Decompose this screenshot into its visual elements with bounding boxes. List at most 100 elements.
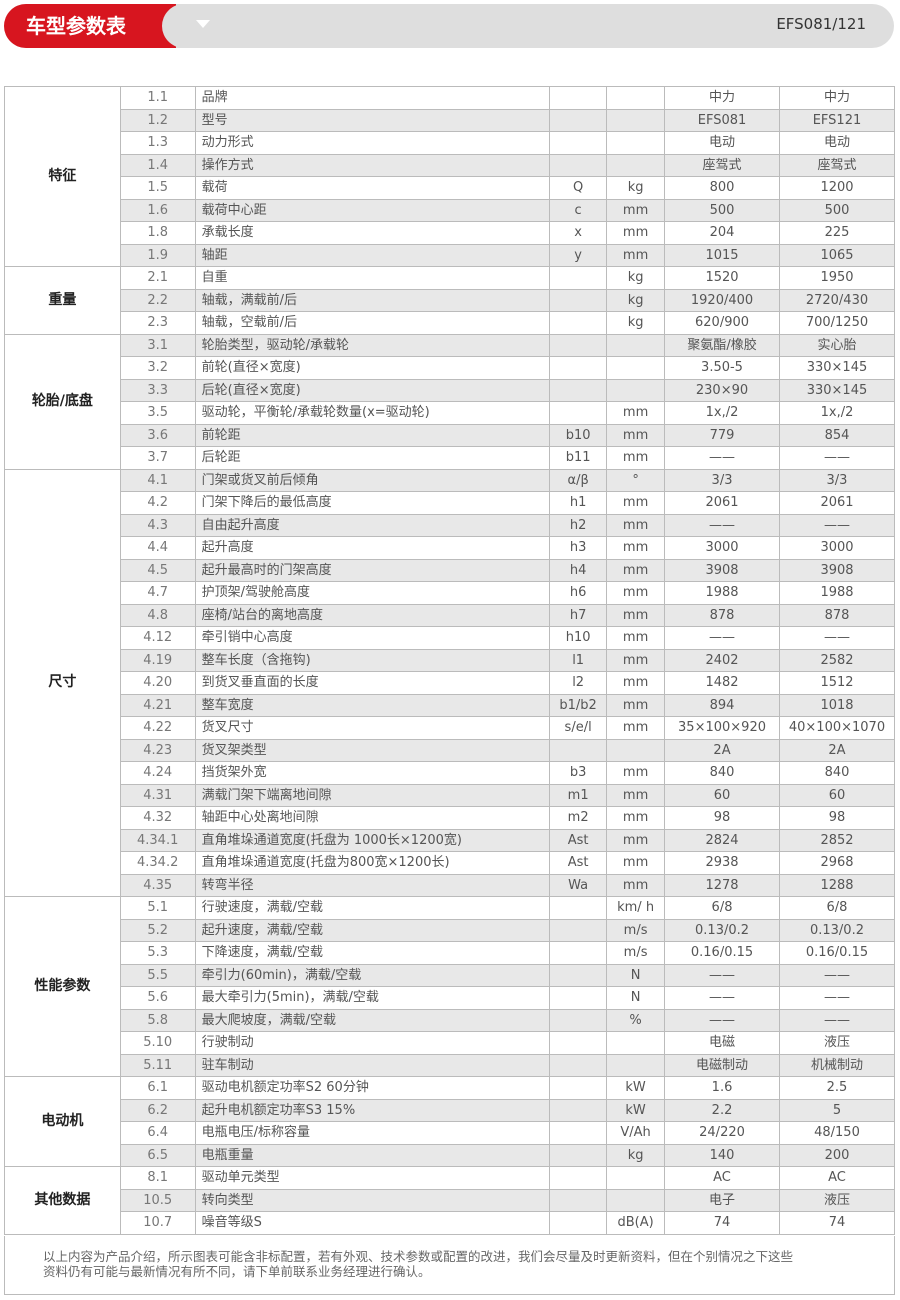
table-row: 其他数据 8.1 驱动单元类型 AC AC: [4, 1166, 896, 1235]
row-number: 4.21: [119, 693, 196, 717]
parameter-name: 电瓶重量: [194, 1143, 551, 1167]
unit: [606, 1188, 666, 1212]
parameter-name: 轴距中心处离地间隙: [194, 806, 551, 830]
value-efs081: 74: [664, 1211, 780, 1235]
parameter-name: 轴距: [194, 243, 551, 267]
row-number: 3.2: [119, 356, 196, 380]
value-efs121: 1950: [778, 266, 896, 290]
symbol: [549, 1211, 608, 1235]
table-row: 轮胎/底盘 3.1 轮胎类型，驱动轮/承载轮 聚氨酯/橡胶 实心胎: [4, 333, 896, 470]
symbol: [549, 1053, 608, 1077]
symbol: Q: [549, 176, 608, 200]
value-efs081: 230×90: [664, 378, 780, 402]
parameter-name: 转弯半径: [194, 873, 551, 897]
value-efs081: 3000: [664, 536, 780, 560]
table-row: 2.2 轴载，满载前/后 kg 1920/400 2720/430: [5, 288, 896, 312]
value-efs121: EFS121: [778, 108, 896, 132]
symbol: [549, 963, 608, 987]
symbol: [549, 918, 608, 942]
parameter-name: 下降速度，满载/空载: [194, 941, 551, 965]
unit: mm: [606, 581, 666, 605]
group-label: 性能参数: [4, 896, 121, 1077]
symbol: h10: [549, 626, 608, 650]
value-efs121: 3000: [778, 536, 896, 560]
symbol: h4: [549, 558, 608, 582]
value-efs081: 1520: [664, 266, 780, 290]
symbol: [549, 311, 608, 335]
table-row: 3.5 驱动轮，平衡轮/承载轮数量(x=驱动轮) mm 1x,/2 1x,/2: [5, 401, 896, 425]
unit: mm: [606, 693, 666, 717]
row-number: 4.35: [119, 873, 196, 897]
value-efs121: 1200: [778, 176, 896, 200]
table-row: 3.7 后轮距 b11 mm —— ——: [5, 446, 896, 470]
row-number: 5.10: [119, 1031, 196, 1055]
value-efs121: 0.16/0.15: [778, 941, 896, 965]
unit: [606, 1166, 666, 1190]
unit: %: [606, 1008, 666, 1032]
row-number: 5.2: [119, 918, 196, 942]
value-efs081: 98: [664, 806, 780, 830]
table-row: 4.34.2 直角堆垛通道宽度(托盘为800宽×1200长) Ast mm 2938 29…: [5, 851, 896, 875]
value-efs081: 2824: [664, 828, 780, 852]
unit: kg: [606, 311, 666, 335]
symbol: m1: [549, 783, 608, 807]
unit: mm: [606, 198, 666, 222]
value-efs121: 液压: [778, 1188, 896, 1212]
parameter-name: 载荷中心距: [194, 198, 551, 222]
value-efs081: 电磁: [664, 1031, 780, 1055]
symbol: h7: [549, 603, 608, 627]
group-label: 重量: [4, 266, 121, 335]
symbol: b11: [549, 446, 608, 470]
value-efs081: 60: [664, 783, 780, 807]
row-number: 6.2: [119, 1098, 196, 1122]
value-efs081: 800: [664, 176, 780, 200]
row-number: 4.19: [119, 648, 196, 672]
triangle-down-icon[interactable]: [196, 20, 210, 28]
symbol: [549, 1076, 608, 1100]
parameter-name: 到货叉垂直面的长度: [194, 671, 551, 695]
parameter-name: 直角堆垛通道宽度(托盘为 1000长×1200宽): [194, 828, 551, 852]
page-title: 车型参数表: [26, 14, 126, 38]
parameter-name: 动力形式: [194, 131, 551, 155]
unit: [606, 108, 666, 132]
value-efs121: ——: [778, 986, 896, 1010]
symbol: h6: [549, 581, 608, 605]
symbol: [549, 356, 608, 380]
value-efs081: 电动: [664, 131, 780, 155]
spec-table: 特征 1.1 品牌 中力 中力 1.2 型号 EFS081 EFS121 1.3 动力形式 电动 电动 1…: [4, 86, 896, 1235]
value-efs081: 1278: [664, 873, 780, 897]
value-efs081: 3.50-5: [664, 356, 780, 380]
symbol: [549, 401, 608, 425]
unit: [606, 378, 666, 402]
unit: °: [606, 468, 666, 492]
unit: [606, 86, 666, 110]
row-number: 2.2: [119, 288, 196, 312]
symbol: [549, 108, 608, 132]
value-efs121: 2968: [778, 851, 896, 875]
table-row: 4.24 挡货架外宽 b3 mm 840 840: [5, 761, 896, 785]
row-number: 4.31: [119, 783, 196, 807]
table-row: 1.2 型号 EFS081 EFS121: [5, 108, 896, 132]
group-label: 尺寸: [4, 468, 121, 897]
value-efs121: 60: [778, 783, 896, 807]
unit: [606, 1031, 666, 1055]
row-number: 6.5: [119, 1143, 196, 1167]
row-number: 1.5: [119, 176, 196, 200]
unit: mm: [606, 221, 666, 245]
value-efs081: 35×100×920: [664, 716, 780, 740]
symbol: [549, 1098, 608, 1122]
value-efs081: 聚氨酯/橡胶: [664, 333, 780, 357]
value-efs081: EFS081: [664, 108, 780, 132]
row-number: 4.23: [119, 738, 196, 762]
unit: mm: [606, 491, 666, 515]
row-number: 5.6: [119, 986, 196, 1010]
row-number: 4.34.2: [119, 851, 196, 875]
value-efs121: 840: [778, 761, 896, 785]
value-efs121: 98: [778, 806, 896, 830]
unit: mm: [606, 603, 666, 627]
table-row: 1.6 载荷中心距 c mm 500 500: [5, 198, 896, 222]
parameter-name: 货叉架类型: [194, 738, 551, 762]
value-efs121: 48/150: [778, 1121, 896, 1145]
value-efs121: 2720/430: [778, 288, 896, 312]
parameter-name: 驱动轮，平衡轮/承载轮数量(x=驱动轮): [194, 401, 551, 425]
